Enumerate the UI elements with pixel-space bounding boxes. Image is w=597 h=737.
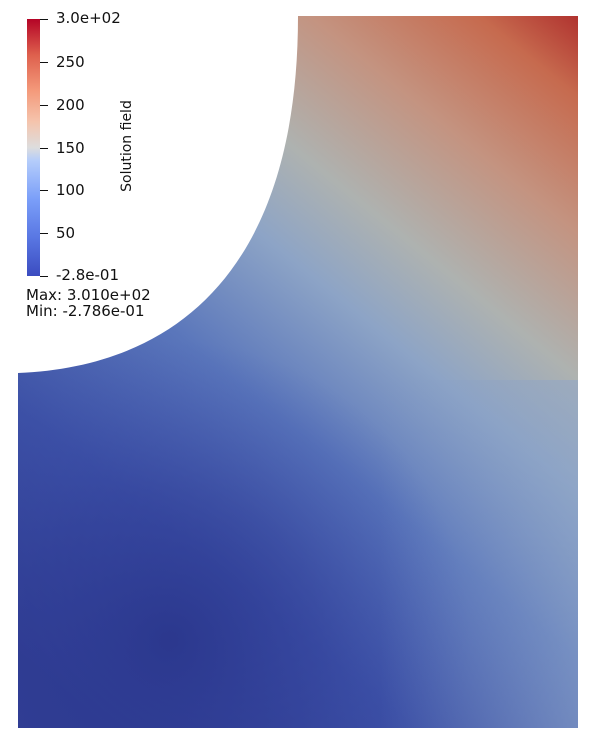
min-value-label: Min: -2.786e-01 — [26, 302, 145, 320]
colorbar-tick-label: -2.8e-01 — [56, 266, 119, 284]
colorbar-tick-mark — [40, 105, 48, 106]
colorbar-title: Solution field — [119, 100, 135, 192]
colorbar-tick-mark — [40, 276, 48, 277]
colorbar-tick-label: 50 — [56, 224, 76, 242]
colorbar-tick-mark — [40, 190, 48, 191]
colorbar-gradient — [27, 19, 40, 276]
max-value-label: Max: 3.010e+02 — [26, 286, 151, 304]
colorbar-tick-label: 200 — [56, 96, 85, 114]
colorbar-tick-label: 250 — [56, 53, 85, 71]
colorbar-tick-label: 3.0e+02 — [56, 9, 121, 27]
colorbar-tick-mark — [40, 233, 48, 234]
colorbar-tick-mark — [40, 148, 48, 149]
colorbar-tick-label: 150 — [56, 139, 85, 157]
colorbar-tick-mark — [40, 19, 48, 20]
colorbar-tick-label: 100 — [56, 181, 85, 199]
colorbar-tick-mark — [40, 62, 48, 63]
